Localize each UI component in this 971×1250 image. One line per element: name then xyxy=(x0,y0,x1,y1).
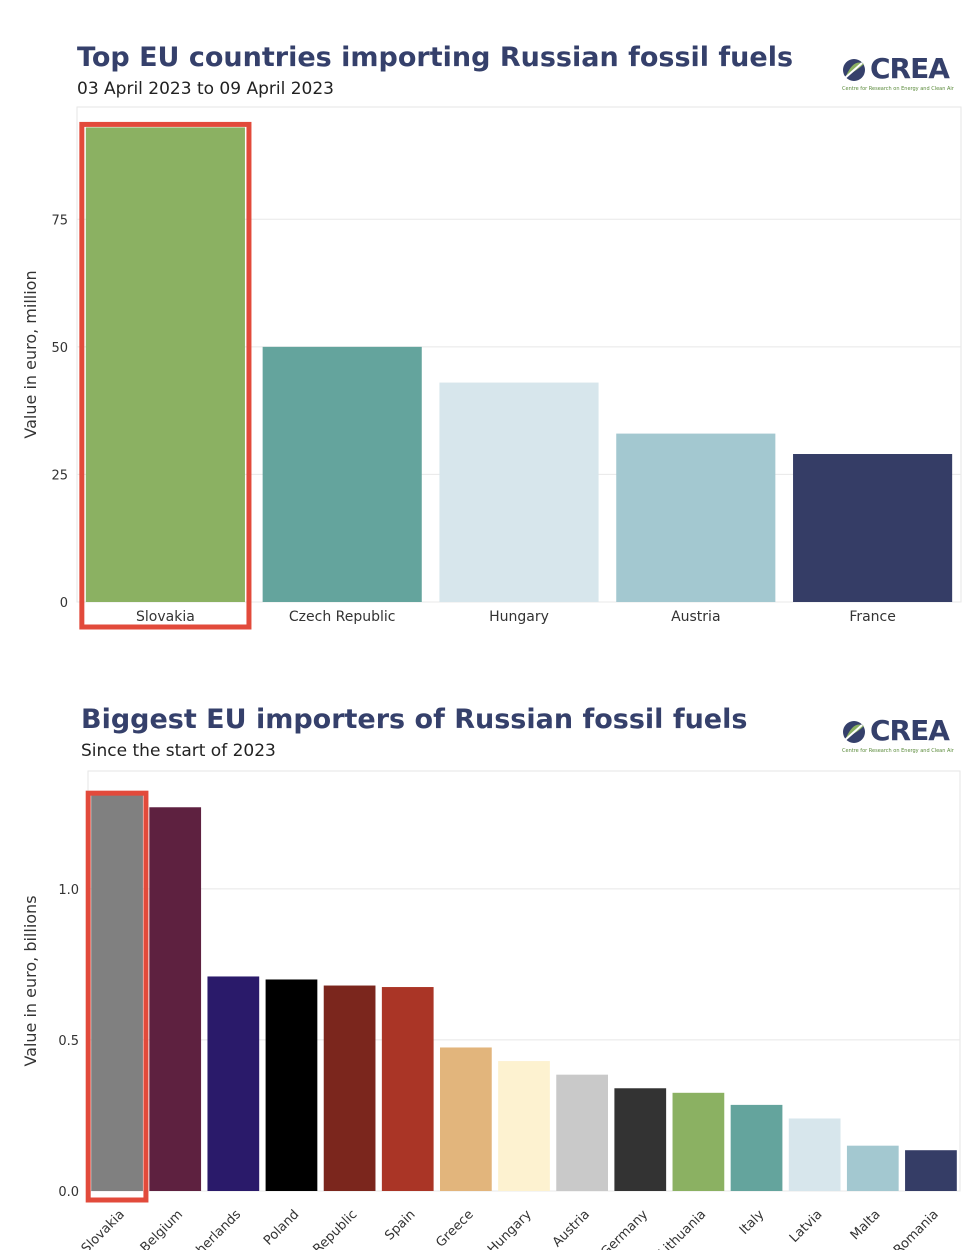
chart2-xtick-label-netherlands: therlands xyxy=(190,1207,244,1250)
chart1-xtick-label-hungary: Hungary xyxy=(489,609,549,625)
crea-leaf-icon xyxy=(843,721,865,743)
chart2-bar-spain xyxy=(381,987,434,1191)
chart2-ytick-label: 1.0 xyxy=(58,883,79,898)
chart1-ytick-label: 0 xyxy=(60,596,68,611)
chart2-ytick-label: 0.5 xyxy=(58,1034,79,1049)
chart2-bar-malta xyxy=(846,1145,899,1191)
chart2-xtick-label-poland: Poland xyxy=(261,1207,302,1248)
chart1-bar-hungary xyxy=(439,382,599,602)
chart2-xtick-label-czech-republic: Republic xyxy=(311,1207,361,1250)
crea-logo: CREA Centre for Research on Energy and C… xyxy=(840,52,958,94)
chart2-title: Biggest EU importers of Russian fossil f… xyxy=(81,704,748,735)
chart2-xtick-label-belgium: Belgium xyxy=(138,1207,186,1250)
chart1-ylabel: Value in euro, million xyxy=(21,270,40,438)
chart2-xtick-label-romania: Romania xyxy=(891,1207,942,1250)
chart2-bar-austria xyxy=(556,1074,609,1191)
chart1-ytick-label: 75 xyxy=(51,213,68,228)
chart1-ytick-label: 50 xyxy=(51,341,68,356)
chart2-bar-latvia xyxy=(788,1118,841,1191)
chart2-bar-hungary xyxy=(498,1061,550,1191)
chart2-xtick-label-germany: Germany xyxy=(598,1207,651,1250)
chart2-bar-poland xyxy=(265,979,318,1191)
chart2: 0.0 0.5 1.0 Value in euro, billions Slovakia… xyxy=(21,770,961,1250)
chart2-xtick-label-italy: Italy xyxy=(737,1207,768,1238)
chart1-bar-czech-republic xyxy=(262,346,422,602)
chart2-xtick-label-slovakia: Slovakia xyxy=(79,1207,128,1250)
chart1-bar-slovakia xyxy=(85,127,245,603)
crea-logo-subtext: Centre for Research on Energy and Clean … xyxy=(842,748,954,754)
chart1-subtitle: 03 April 2023 to 09 April 2023 xyxy=(77,79,334,99)
chart2-bar-lithuania xyxy=(672,1092,725,1191)
chart2-xtick-label-spain: Spain xyxy=(382,1207,418,1243)
chart2-xtick-label-malta: Malta xyxy=(848,1207,884,1243)
chart2-bar-belgium xyxy=(149,807,202,1191)
chart1-xtick-label-czech-republic: Czech Republic xyxy=(289,609,396,625)
crea-logo-word: CREA xyxy=(870,52,950,85)
crea-leaf-icon xyxy=(843,59,865,81)
chart1-bar-france xyxy=(793,454,953,602)
chart2-bar-netherlands xyxy=(207,976,260,1191)
chart2-subtitle: Since the start of 2023 xyxy=(81,741,276,761)
crea-logo-word: CREA xyxy=(870,714,950,747)
chart2-xtick-label-lithuania: Lithuania xyxy=(656,1207,709,1250)
crea-logo-subtext: Centre for Research on Energy and Clean … xyxy=(842,86,954,92)
chart2-bar-italy xyxy=(730,1104,783,1191)
chart1-xtick-label-austria: Austria xyxy=(671,609,720,625)
chart2-ytick-label: 0.0 xyxy=(58,1185,79,1200)
chart2-bar-germany xyxy=(614,1088,667,1191)
chart2-xtick-label-greece: Greece xyxy=(433,1207,476,1250)
crea-logo-2: CREA Centre for Research on Energy and C… xyxy=(840,714,958,756)
chart2-bar-romania xyxy=(905,1150,957,1191)
chart2-bar-slovakia xyxy=(91,795,143,1191)
chart1-xtick-label-slovakia: Slovakia xyxy=(136,609,195,625)
chart2-bar-greece xyxy=(439,1047,492,1191)
chart1-xtick-label-france: France xyxy=(849,609,896,625)
chart1: 0 25 50 75 Value in euro, million Slovakia Cze… xyxy=(21,106,962,630)
chart2-xtick-label-austria: Austria xyxy=(550,1207,593,1250)
chart2-xtick-label-latvia: Latvia xyxy=(787,1207,826,1246)
chart1-bar-austria xyxy=(616,433,776,602)
chart1-highlight-box xyxy=(79,121,252,630)
chart1-title: Top EU countries importing Russian fossi… xyxy=(77,42,794,73)
chart2-xtick-label-hungary: Hungary xyxy=(485,1207,535,1250)
chart2-ylabel: Value in euro, billions xyxy=(21,895,40,1066)
chart1-ytick-label: 25 xyxy=(51,468,68,483)
chart2-highlight-box xyxy=(85,790,149,1203)
chart2-bar-czech-republic xyxy=(323,985,376,1191)
